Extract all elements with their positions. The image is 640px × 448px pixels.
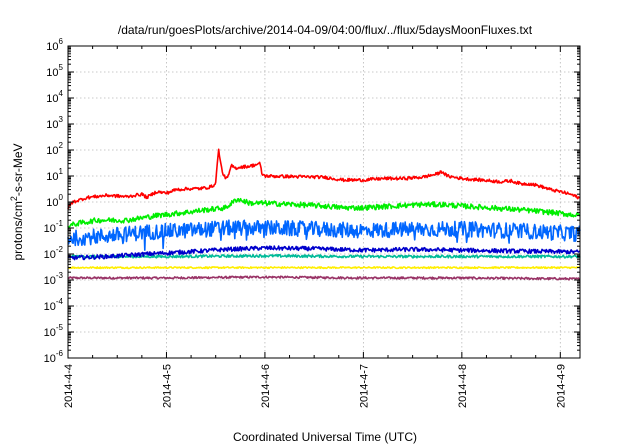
y-tick-exponent: 1 (59, 167, 64, 176)
y-tick-exponent: 2 (59, 141, 64, 150)
y-axis-title-superscript: 2 (9, 196, 19, 201)
series-line (67, 219, 581, 251)
series-line (67, 275, 581, 281)
y-tick-label: 105 (46, 63, 63, 79)
y-tick-label: 103 (46, 115, 63, 131)
series-line (67, 266, 581, 270)
y-tick-base: 10 (44, 327, 56, 339)
y-tick-exponent: -6 (56, 349, 64, 358)
x-tick-label: 2014-4-4 (63, 364, 75, 408)
y-tick-label: 101 (46, 167, 63, 183)
y-tick-base: 10 (46, 119, 58, 131)
y-axis-title-part-1: protons/cm (11, 201, 25, 260)
y-tick-labels: 10610510410310210110010-110-210-310-410-… (44, 37, 64, 365)
y-tick-base: 10 (46, 93, 58, 105)
y-tick-label: 10-4 (44, 297, 64, 313)
chart-title: /data/run/goesPlots/archive/2014-04-09/0… (118, 23, 533, 37)
x-axis-title: Coordinated Universal Time (UTC) (233, 430, 417, 444)
y-tick-base: 10 (44, 353, 56, 365)
series-line (67, 197, 581, 229)
y-tick-exponent: 5 (59, 63, 64, 72)
series-line (67, 245, 581, 261)
y-axis-title: protons/cm2-s-sr-MeV (9, 143, 25, 260)
series-line (67, 253, 581, 259)
x-tick-label: 2014-4-9 (555, 364, 567, 408)
y-tick-base: 10 (44, 275, 56, 287)
y-tick-exponent: -5 (56, 323, 64, 332)
x-tick-label: 2014-4-8 (457, 364, 469, 408)
y-tick-label: 106 (46, 37, 63, 53)
y-tick-base: 10 (46, 67, 58, 79)
y-tick-base: 10 (46, 145, 58, 157)
y-tick-label: 10-3 (44, 271, 64, 287)
y-tick-exponent: -4 (56, 297, 64, 306)
y-tick-base: 10 (46, 197, 58, 209)
ticks (67, 45, 580, 359)
series-line (67, 148, 581, 210)
y-tick-label: 100 (46, 193, 63, 209)
y-tick-exponent: 4 (59, 89, 64, 98)
y-tick-base: 10 (46, 171, 58, 183)
x-tick-label: 2014-4-5 (161, 364, 173, 408)
x-tick-label: 2014-4-6 (260, 364, 272, 408)
y-tick-label: 10-1 (44, 219, 64, 235)
y-tick-label: 102 (46, 141, 63, 157)
y-tick-exponent: 6 (59, 37, 64, 46)
y-tick-label: 10-2 (44, 245, 64, 261)
y-tick-exponent: 0 (59, 193, 64, 202)
y-tick-label: 10-5 (44, 323, 64, 339)
y-tick-exponent: -3 (56, 271, 64, 280)
x-tick-labels: 2014-4-4 2014-4-5 2014-4-6 2014-4-7 2014-4-8… (63, 364, 567, 408)
y-tick-base: 10 (44, 223, 56, 235)
y-tick-base: 10 (44, 301, 56, 313)
x-tick-label: 2014-4-7 (358, 364, 370, 408)
grid (68, 46, 580, 358)
y-tick-label: 104 (46, 89, 63, 105)
y-tick-exponent: -2 (56, 245, 64, 254)
y-tick-base: 10 (44, 249, 56, 261)
y-axis-title-part-2: -s-sr-MeV (11, 143, 25, 196)
y-tick-exponent: 3 (59, 115, 64, 124)
y-tick-exponent: -1 (56, 219, 64, 228)
y-tick-label: 10-6 (44, 349, 64, 365)
series-layer (67, 148, 581, 281)
y-tick-base: 10 (46, 41, 58, 53)
